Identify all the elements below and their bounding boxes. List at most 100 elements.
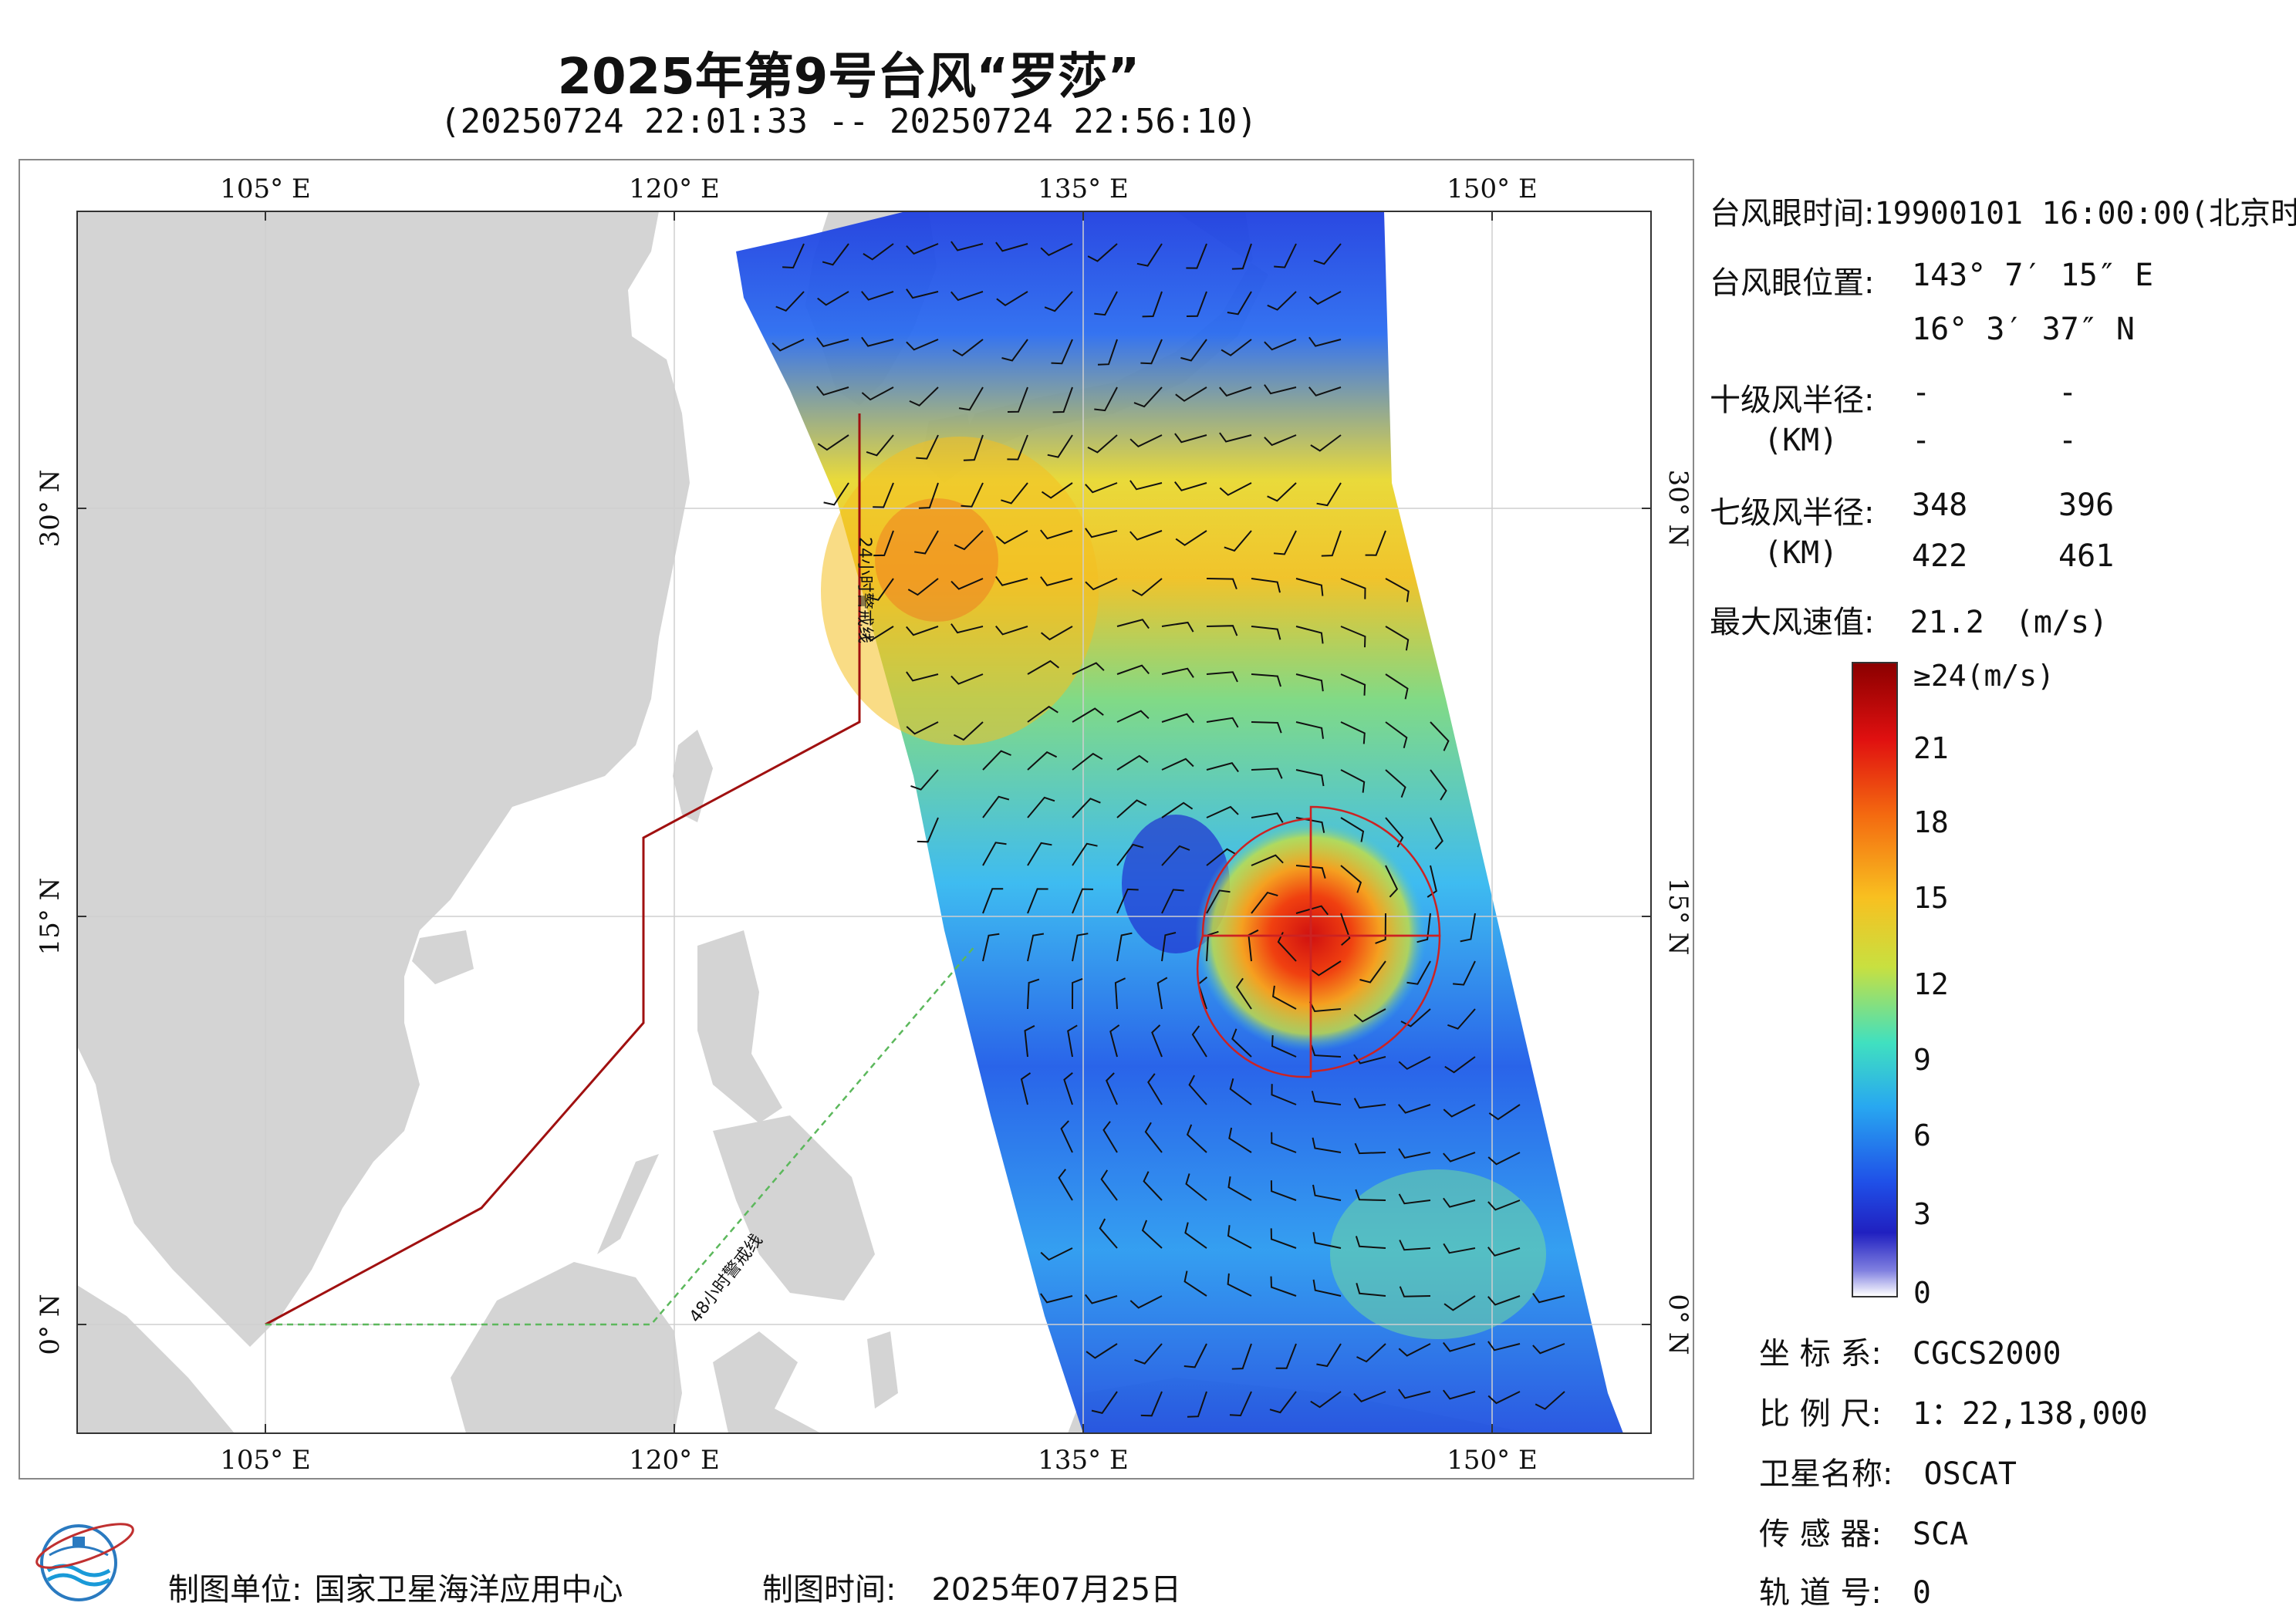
taiwan-island xyxy=(673,730,713,822)
wind-barb xyxy=(1270,1276,1297,1297)
sensor-label: 传 感 器: xyxy=(1759,1517,1882,1552)
wind-barb xyxy=(861,291,894,301)
wind-barb xyxy=(910,769,939,791)
r7-unit: (KM) xyxy=(1764,535,1838,571)
wind-barb xyxy=(1206,578,1237,590)
wind-barb xyxy=(906,671,939,682)
wind-barb xyxy=(1385,721,1408,748)
max-wind-label: 最大风速值: xyxy=(1710,605,1875,640)
wind-barb xyxy=(1353,1008,1386,1023)
maker-value: 国家卫星海洋应用中心 xyxy=(314,1572,623,1608)
wind-barb xyxy=(1085,482,1118,494)
maker-row: 制图单位: 国家卫星海洋应用中心 xyxy=(168,1564,623,1609)
wind-barb xyxy=(1385,673,1409,700)
wind-barb xyxy=(1308,291,1342,305)
wind-barb xyxy=(953,721,984,741)
scale-label: 比 例 尺: xyxy=(1759,1396,1882,1432)
wind-barb xyxy=(873,530,894,557)
wind-barb xyxy=(863,243,894,261)
wind-barb xyxy=(1399,1240,1431,1251)
lon-label-top-105: 105° E xyxy=(220,174,311,204)
wind-barb xyxy=(1251,626,1281,640)
wind-barb xyxy=(1058,1169,1073,1201)
wind-barb xyxy=(1027,978,1040,1010)
wind-barb xyxy=(1251,673,1281,687)
wind-barb xyxy=(862,626,894,642)
wind-barb xyxy=(1072,798,1101,818)
wind-barb xyxy=(1206,671,1238,683)
wind-barb xyxy=(982,842,1007,866)
wind-barb xyxy=(1227,1273,1252,1297)
wind-barb xyxy=(1175,386,1207,402)
wind-barb xyxy=(873,482,894,508)
wind-barb xyxy=(1143,1171,1163,1201)
nsoas-logo xyxy=(35,1523,134,1601)
orbit-value: 0 xyxy=(1912,1575,1931,1611)
wind-barb xyxy=(1206,762,1239,773)
wind-barb xyxy=(982,888,1004,914)
wind-barb xyxy=(1406,960,1431,985)
max-wind-value: 21.2 xyxy=(1909,605,1984,640)
colorbar-label-0: 0 xyxy=(1913,1276,1931,1310)
wind-barb xyxy=(907,578,939,596)
wind-barb xyxy=(982,795,1010,818)
wind-barb xyxy=(1264,339,1297,351)
wind-barb xyxy=(1355,1189,1386,1201)
lon-label-top-120: 120° E xyxy=(629,174,720,204)
wind-barb xyxy=(1161,667,1194,678)
wind-barb xyxy=(1087,243,1118,262)
wind-barb xyxy=(1443,1243,1476,1254)
wind-barb xyxy=(1385,626,1410,651)
palawan xyxy=(597,1154,659,1254)
wind-barb xyxy=(1295,673,1324,692)
info-panel: 台风眼时间:19900101 16:00:00(北京时) 台风眼位置: 143°… xyxy=(1694,159,2296,1480)
wind-barb xyxy=(1312,1184,1342,1201)
wind-barb xyxy=(1007,386,1028,413)
wind-barb xyxy=(1097,339,1118,366)
wind-barb xyxy=(1267,482,1297,502)
axis-ticks xyxy=(77,211,1651,1433)
lon-label-bottom-105: 105° E xyxy=(220,1445,311,1476)
wind-barb xyxy=(1027,842,1052,866)
wind-barb xyxy=(1340,769,1366,793)
wind-barb xyxy=(952,339,984,357)
wind-barb xyxy=(1116,710,1150,723)
wind-barb xyxy=(1229,1391,1252,1417)
wind-barb xyxy=(1052,386,1073,413)
wind-barb xyxy=(1443,1295,1476,1311)
wind-barb xyxy=(1085,528,1118,538)
wind-barb xyxy=(1188,1075,1207,1105)
crs-value: CGCS2000 xyxy=(1912,1336,2061,1372)
colorbar-label-3: 3 xyxy=(1913,1197,1931,1231)
wind-barb xyxy=(1219,386,1252,397)
wind-barb xyxy=(1312,1279,1342,1297)
wind-barb xyxy=(1102,1121,1118,1153)
wind-barb xyxy=(1310,1044,1342,1058)
wind-barb xyxy=(1141,1220,1163,1249)
wind-barb xyxy=(1191,1025,1207,1058)
sumatra xyxy=(77,1285,235,1433)
wind-barb xyxy=(1385,578,1410,602)
wind-barb xyxy=(1270,1228,1297,1249)
wind-barb xyxy=(982,933,1000,962)
wind-barb xyxy=(1251,721,1282,734)
wind-barb xyxy=(1251,891,1278,914)
colorbar-label-24: ≥24(m/s) xyxy=(1913,659,2055,693)
wind-barb xyxy=(1174,481,1207,491)
wind-barb xyxy=(1116,888,1139,914)
wind-barb xyxy=(1183,1343,1207,1368)
date-value: 2025年07月25日 xyxy=(931,1572,1182,1608)
wind-barb xyxy=(995,530,1028,545)
wind-barb xyxy=(1487,1247,1521,1257)
wind-barb xyxy=(995,625,1028,636)
wind-barb xyxy=(1161,713,1194,724)
wind-barb xyxy=(1251,854,1284,866)
scale-row: 比 例 尺: 1：22,138,000 xyxy=(1759,1388,2148,1433)
wind-barb xyxy=(1094,386,1118,412)
wind-barb xyxy=(1147,1073,1163,1105)
wind-barb xyxy=(963,434,984,461)
wind-barb xyxy=(1027,660,1060,675)
wind-barbs xyxy=(772,241,1565,1418)
wind-barb xyxy=(1072,933,1089,962)
wind-barb xyxy=(1001,339,1028,362)
